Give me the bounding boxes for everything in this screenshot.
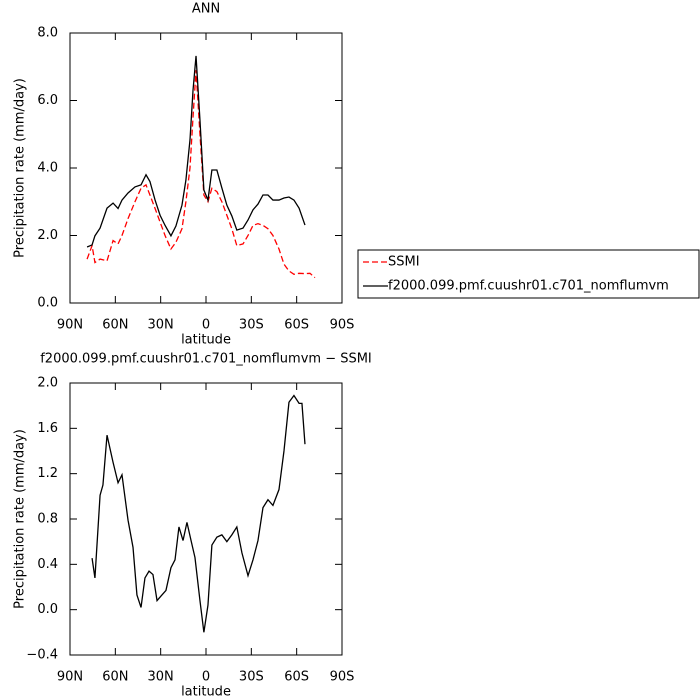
x-tick-label: 60S bbox=[284, 318, 309, 333]
legend-label: SSMI bbox=[388, 255, 420, 270]
y-tick-label: 2.0 bbox=[37, 376, 58, 391]
x-axis-label: latitude bbox=[181, 685, 231, 700]
plot-frame bbox=[69, 32, 343, 304]
y-tick-label: 6.0 bbox=[37, 93, 58, 108]
x-tick-label: 30N bbox=[148, 318, 174, 333]
y-tick-label: 8.0 bbox=[37, 26, 58, 41]
y-axis-label: Precipitation rate (mm/day) bbox=[13, 429, 28, 609]
legend-box bbox=[357, 249, 700, 299]
y-tick-label: 4.0 bbox=[37, 161, 58, 176]
x-tick-label: 90N bbox=[57, 318, 83, 333]
y-tick-label: 0.4 bbox=[37, 557, 58, 572]
x-tick-label: 0 bbox=[202, 318, 210, 333]
x-tick-label: 60N bbox=[102, 318, 128, 333]
y-tick-label: 2.0 bbox=[37, 228, 58, 243]
legend-label: f2000.099.pmf.cuushr01.c701_nomflumvm bbox=[388, 279, 669, 294]
x-tick-label: 0 bbox=[202, 670, 210, 685]
data-line bbox=[91, 394, 306, 633]
x-tick-label: 30S bbox=[239, 318, 264, 333]
chart-title: ANN bbox=[192, 2, 220, 17]
y-tick-label: 1.6 bbox=[37, 421, 58, 436]
x-tick-label: 30N bbox=[148, 670, 174, 685]
x-tick-label: 30S bbox=[239, 670, 264, 685]
data-line bbox=[86, 70, 316, 279]
y-axis-label: Precipitation rate (mm/day) bbox=[13, 78, 28, 258]
y-tick-label: 1.2 bbox=[37, 466, 58, 481]
chart-title: f2000.099.pmf.cuushr01.c701_nomflumvm − … bbox=[40, 352, 372, 367]
y-tick-label: −0.4 bbox=[26, 648, 58, 663]
y-tick-label: 0.0 bbox=[37, 602, 58, 617]
x-tick-label: 90S bbox=[330, 670, 355, 685]
x-tick-label: 90N bbox=[57, 670, 83, 685]
x-tick-label: 90S bbox=[330, 318, 355, 333]
x-tick-label: 60S bbox=[284, 670, 309, 685]
y-tick-label: 0.8 bbox=[37, 512, 58, 527]
x-axis-label: latitude bbox=[181, 333, 231, 348]
y-tick-label: 0.0 bbox=[37, 296, 58, 311]
x-tick-label: 60N bbox=[102, 670, 128, 685]
data-line bbox=[86, 55, 306, 248]
